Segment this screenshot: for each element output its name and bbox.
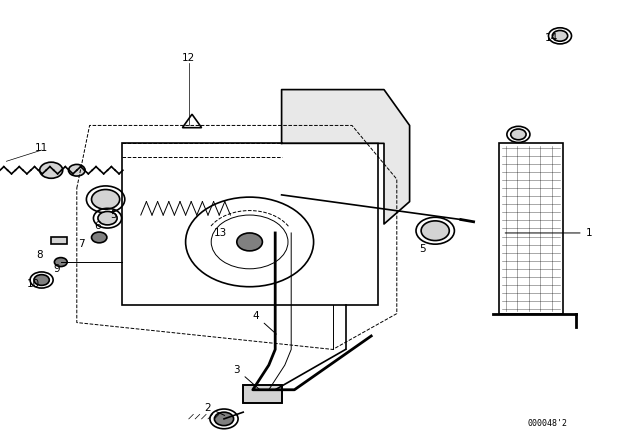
Text: 5: 5	[419, 244, 426, 254]
Text: 8: 8	[36, 250, 43, 260]
Text: 11: 11	[35, 143, 48, 153]
Text: 7: 7	[78, 239, 84, 249]
Text: 3: 3	[234, 365, 260, 390]
Text: 4: 4	[253, 311, 276, 334]
Circle shape	[34, 275, 49, 285]
Text: 5: 5	[111, 210, 117, 220]
Circle shape	[54, 258, 67, 267]
Bar	[243, 385, 282, 403]
Bar	[122, 143, 378, 305]
Circle shape	[92, 190, 120, 209]
Text: 12: 12	[182, 53, 195, 63]
Bar	[51, 237, 67, 244]
Circle shape	[98, 211, 117, 225]
Circle shape	[214, 412, 234, 426]
Text: 13: 13	[214, 228, 227, 238]
Text: 000048'2: 000048'2	[527, 419, 567, 428]
Circle shape	[92, 232, 107, 243]
Text: 14: 14	[545, 33, 558, 43]
Text: 2: 2	[205, 403, 225, 415]
Circle shape	[421, 221, 449, 241]
Circle shape	[40, 162, 63, 178]
Text: 1: 1	[505, 228, 592, 238]
Text: 6: 6	[94, 221, 100, 231]
Circle shape	[237, 233, 262, 251]
Bar	[243, 385, 282, 403]
Circle shape	[552, 30, 568, 41]
Polygon shape	[282, 90, 410, 224]
Bar	[499, 143, 563, 314]
Text: 10: 10	[27, 280, 40, 289]
Circle shape	[511, 129, 526, 140]
Circle shape	[68, 164, 85, 176]
Text: 9: 9	[53, 264, 60, 274]
